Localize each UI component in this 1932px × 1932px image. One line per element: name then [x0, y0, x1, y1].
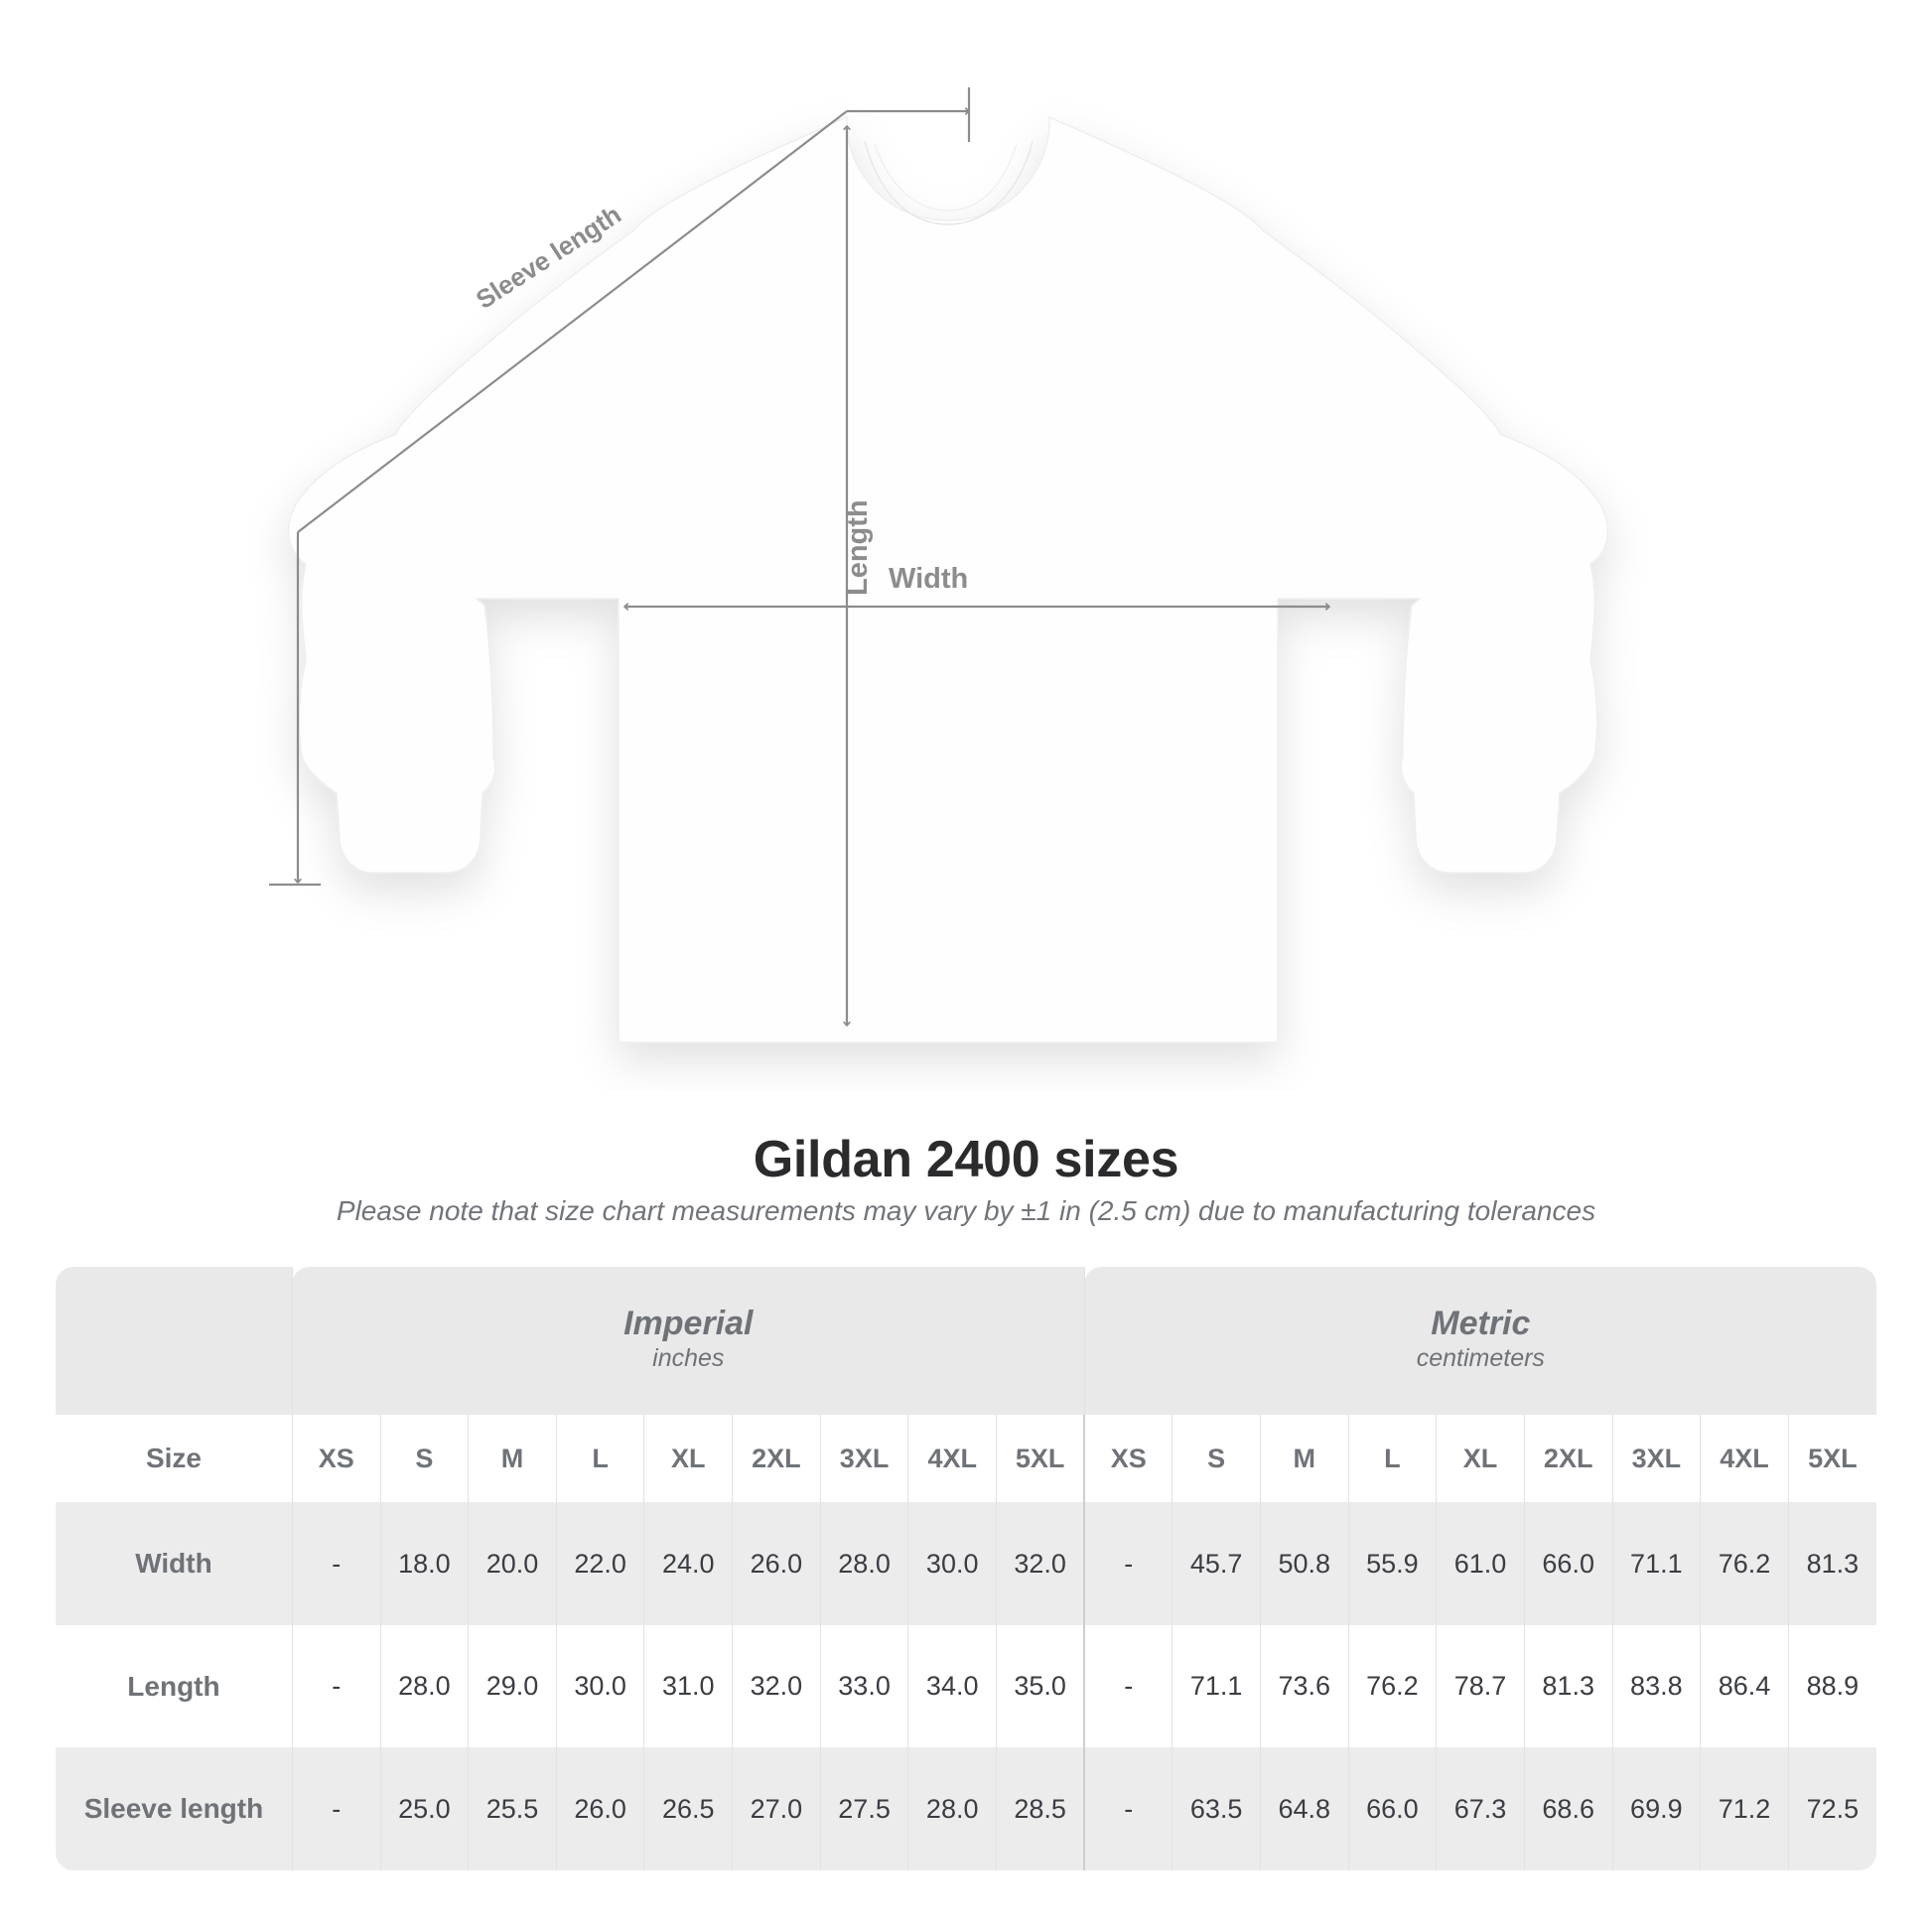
svg-text:Length: Length: [842, 499, 874, 596]
svg-text:Width: Width: [889, 563, 968, 595]
